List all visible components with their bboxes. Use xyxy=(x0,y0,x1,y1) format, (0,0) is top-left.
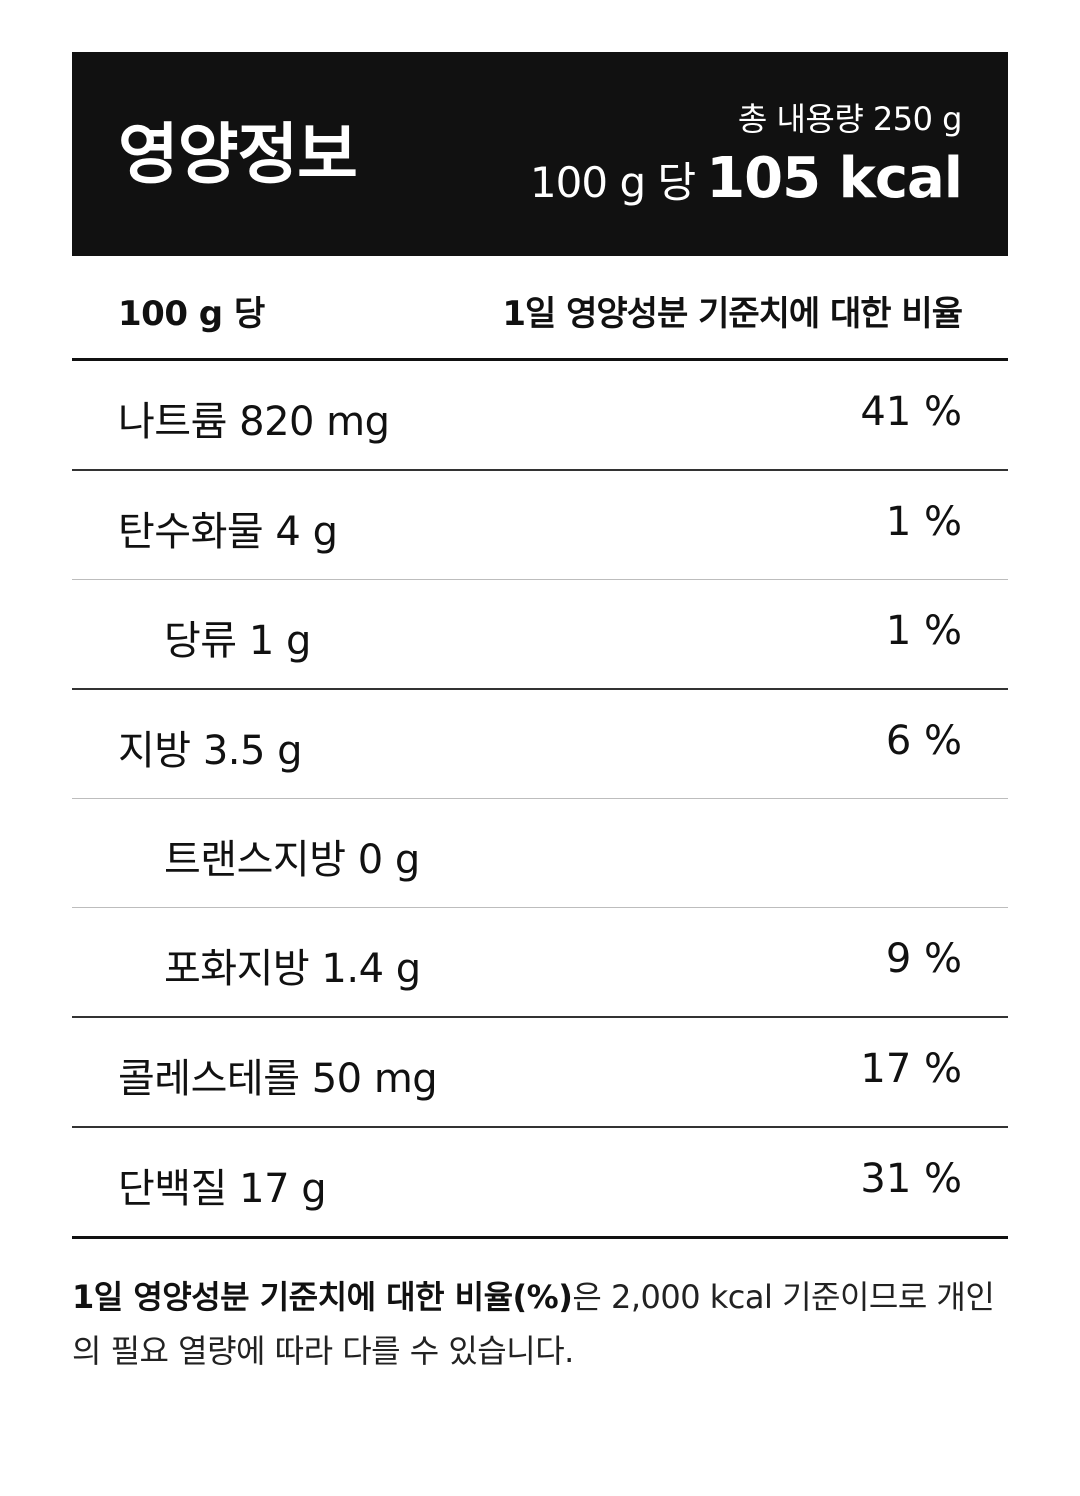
nutrient-name: 단백질 17 g xyxy=(118,1166,327,1212)
nutrient-name: 지방 3.5 g xyxy=(118,728,303,774)
nutrient-name: 트랜스지방 0 g xyxy=(164,837,420,883)
footnote-text: 은 2,000 kcal 기준이므로 개인의 필요 열량에 따라 다를 수 있습… xyxy=(72,1278,995,1370)
nutrient-name: 포화지방 1.4 g xyxy=(164,946,421,992)
nutrient-name: 당류 1 g xyxy=(164,618,311,664)
nutrient-row-carbohydrate: 탄수화물 4 g 1 % xyxy=(72,471,1008,580)
nutrition-header: 영양정보 총 내용량 250 g 100 g 당 105 kcal xyxy=(72,52,1008,256)
nutrient-name: 콜레스테롤 50 mg xyxy=(118,1056,438,1102)
nutrient-percent: 31 % xyxy=(860,1156,962,1202)
nutrient-name: 나트륨 820 mg xyxy=(118,399,390,445)
nutrient-percent: 17 % xyxy=(860,1046,962,1092)
column-header-daily-value: 1일 영양성분 기준치에 대한 비율 xyxy=(502,294,963,334)
total-amount: 총 내용량 250 g xyxy=(737,100,963,138)
nutrient-percent: 1 % xyxy=(885,499,962,545)
nutrient-row-saturated-fat: 포화지방 1.4 g 9 % xyxy=(72,908,1008,1018)
nutrient-row-protein: 단백질 17 g 31 % xyxy=(72,1128,1008,1239)
nutrient-row-trans-fat: 트랜스지방 0 g xyxy=(72,799,1008,908)
calorie-line: 100 g 당 105 kcal xyxy=(529,146,963,223)
nutrient-name: 탄수화물 4 g xyxy=(118,509,338,555)
nutrition-title: 영양정보 xyxy=(118,116,358,193)
nutrient-row-sodium: 나트륨 820 mg 41 % xyxy=(72,361,1008,471)
nutrition-facts-panel: 영양정보 총 내용량 250 g 100 g 당 105 kcal 100 g … xyxy=(72,52,1008,1239)
nutrient-percent: 6 % xyxy=(885,718,962,764)
nutrient-row-cholesterol: 콜레스테롤 50 mg 17 % xyxy=(72,1018,1008,1128)
nutrient-percent: 9 % xyxy=(885,936,962,982)
footnote-bold: 1일 영양성분 기준치에 대한 비율(%) xyxy=(72,1278,573,1316)
nutrient-row-sugars: 당류 1 g 1 % xyxy=(72,580,1008,690)
column-header-per: 100 g 당 xyxy=(118,294,265,334)
nutrient-percent: 1 % xyxy=(885,608,962,654)
nutrient-row-fat: 지방 3.5 g 6 % xyxy=(72,690,1008,799)
nutrient-percent: 41 % xyxy=(860,389,962,435)
per-serving-label: 100 g 당 xyxy=(529,158,696,207)
header-summary: 총 내용량 250 g 100 g 당 105 kcal xyxy=(529,96,963,223)
column-header: 100 g 당 1일 영양성분 기준치에 대한 비율 xyxy=(72,256,1008,361)
calorie-value: 105 kcal xyxy=(706,146,963,211)
footnote: 1일 영양성분 기준치에 대한 비율(%)은 2,000 kcal 기준이므로 … xyxy=(72,1270,1008,1378)
